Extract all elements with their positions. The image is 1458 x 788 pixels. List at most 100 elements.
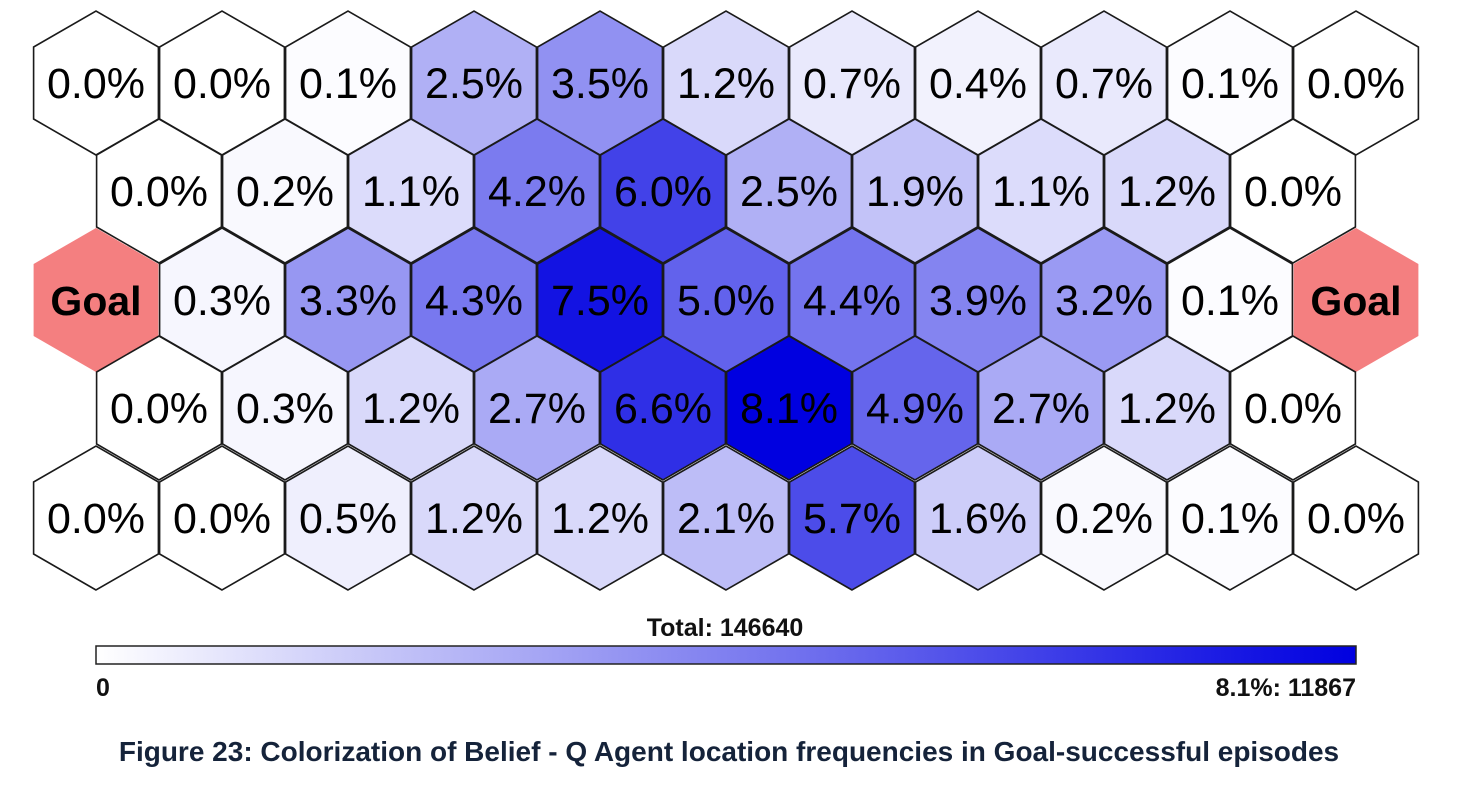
cell-value-label: 4.4% [803,277,901,325]
hexagon [1229,118,1357,264]
goal-cell: Goal [1293,228,1419,372]
cell-value-label: 0.3% [173,277,271,325]
hex-cell: 0.4% [914,10,1042,156]
hexagon [32,445,160,591]
hex-cell: 0.0% [95,335,223,481]
hexagon [599,335,727,481]
cell-value-label: 0.0% [173,60,271,108]
hexagon [410,445,538,591]
hex-cell: 1.2% [536,445,664,591]
hex-cell: 3.3% [284,227,412,373]
hex-cell: 0.0% [1229,118,1357,264]
hex-cell: 1.2% [1103,118,1231,264]
goal-hexagon [1293,228,1419,372]
cell-value-label: 3.5% [551,60,649,108]
hex-cell: 5.7% [788,445,916,591]
cell-value-label: 0.0% [1307,60,1405,108]
hexagon [1103,118,1231,264]
cell-value-label: 2.7% [488,385,586,433]
cell-value-label: 0.1% [299,60,397,108]
hex-cell: 0.0% [1229,335,1357,481]
cell-value-label: 1.6% [929,495,1027,543]
hex-cell: 6.0% [599,118,727,264]
hexagon [1040,445,1168,591]
hexagon [725,335,853,481]
hexagon [221,335,349,481]
hex-cell: 1.2% [347,335,475,481]
hex-cell: 0.0% [158,445,286,591]
cell-value-label: 0.0% [1244,385,1342,433]
hexagon [95,118,223,264]
hex-cell: 0.5% [284,445,412,591]
cell-value-label: 1.2% [551,495,649,543]
cell-value-label: 4.3% [425,277,523,325]
hexagon [473,335,601,481]
cell-value-label: 6.6% [614,385,712,433]
hexagon [284,445,412,591]
hex-cell: 0.1% [1166,445,1294,591]
hex-cell: 6.6% [599,335,727,481]
cell-value-label: 0.1% [1181,495,1279,543]
hexagon [347,118,475,264]
hex-cell: 0.0% [1292,10,1420,156]
hex-cell: 1.6% [914,445,1042,591]
cell-value-label: 1.2% [425,495,523,543]
hexagon [347,335,475,481]
cell-value-label: 0.7% [803,60,901,108]
cell-value-label: 1.9% [866,168,964,216]
hex-cell: 1.9% [851,118,979,264]
hex-cell: 0.0% [32,10,160,156]
goal-cell: Goal [33,228,159,372]
cell-value-label: 1.2% [677,60,775,108]
hex-cell: 2.5% [410,10,538,156]
hex-cell: 1.1% [347,118,475,264]
hex-cell: 0.0% [1292,445,1420,591]
hex-cell: 2.1% [662,445,790,591]
cell-value-label: 6.0% [614,168,712,216]
cell-value-label: 1.1% [992,168,1090,216]
hex-cell: 2.7% [473,335,601,481]
hexagon [788,445,916,591]
hex-cell: 0.7% [788,10,916,156]
cell-value-label: 3.3% [299,277,397,325]
cell-value-label: 2.7% [992,385,1090,433]
hexagon [725,118,853,264]
hexagon [95,335,223,481]
cell-value-label: 0.1% [1181,277,1279,325]
hex-cell: 0.0% [32,445,160,591]
hexagon [1166,445,1294,591]
cell-value-label: 2.1% [677,495,775,543]
figure-caption: Figure 23: Colorization of Belief - Q Ag… [118,736,1340,767]
cell-value-label: 1.1% [362,168,460,216]
colorbar-min-label: 0 [96,674,110,702]
hexagon [1103,335,1231,481]
cell-value-label: 0.0% [1244,168,1342,216]
cell-value-label: 0.0% [1307,495,1405,543]
colorbar: Total: 146640 0 8.1%: 11867 [95,614,1357,702]
colorbar-total-label: Total: 146640 [647,614,804,642]
hex-cell: 4.3% [410,227,538,373]
hex-cell: 1.2% [410,445,538,591]
cell-value-label: 0.4% [929,60,1027,108]
hex-cell: 1.2% [1103,335,1231,481]
cell-value-label: 4.9% [866,385,964,433]
cell-value-label: 0.2% [236,168,334,216]
cell-value-label: 5.7% [803,495,901,543]
hexagon [536,445,664,591]
cell-value-label: 0.0% [47,495,145,543]
cell-value-label: 0.3% [236,385,334,433]
hexagon [599,118,727,264]
hex-cell: 8.1% [725,335,853,481]
hexagon [977,335,1105,481]
hex-cell: 0.1% [1166,10,1294,156]
cell-value-label: 1.2% [1118,168,1216,216]
hex-cell: 0.7% [1040,10,1168,156]
cell-value-label: 0.0% [110,385,208,433]
goal-label: Goal [50,278,141,324]
goal-hexagon [33,228,159,372]
hex-cell: 5.0% [662,227,790,373]
cell-value-label: 8.1% [740,385,838,433]
hexagon [914,445,1042,591]
hex-cell: 2.7% [977,335,1105,481]
hex-cell: 0.0% [158,10,286,156]
